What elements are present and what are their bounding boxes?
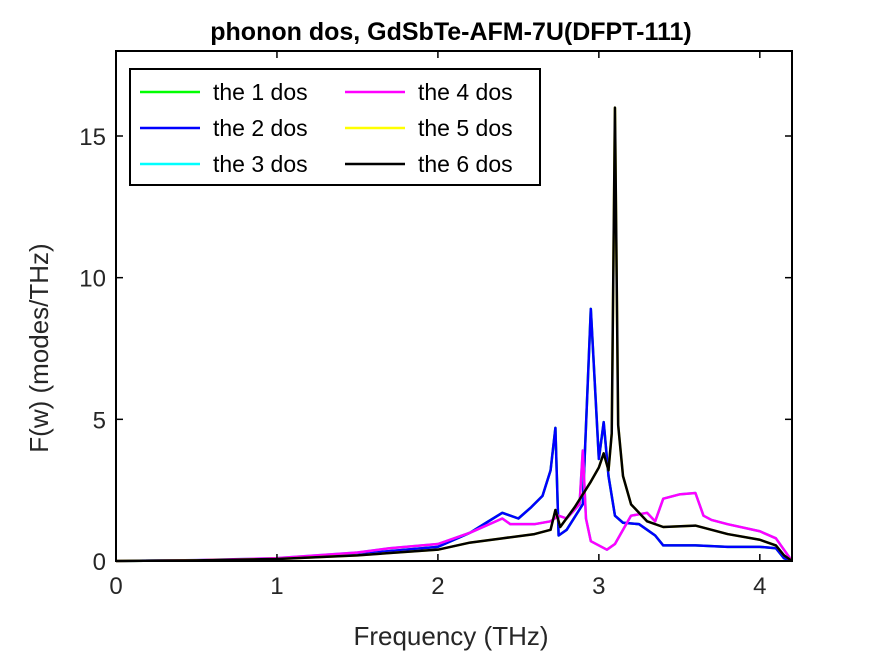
x-tick-label: 4 [753, 573, 766, 600]
legend-label-3: the 3 dos [213, 151, 308, 177]
legend-label-2: the 2 dos [213, 115, 308, 141]
legend-label-1: the 1 dos [213, 79, 308, 105]
chart-title: phonon dos, GdSbTe-AFM-7U(DFPT-111) [210, 18, 691, 46]
x-tick-label: 0 [109, 573, 122, 600]
x-tick-label: 3 [592, 573, 605, 600]
y-tick-label: 0 [93, 549, 106, 576]
axes-box [115, 50, 793, 562]
series-layer [115, 106, 794, 563]
series-line-4 [115, 449, 794, 563]
legend: the 1 dos the 2 dos the 3 dos the 4 dos the … [129, 68, 541, 186]
y-tick-label: 10 [79, 266, 106, 293]
y-axis-label: F(w) (modes/THz) [24, 243, 54, 452]
legend-label-5: the 5 dos [418, 115, 513, 141]
x-tick-label: 1 [270, 573, 283, 600]
y-tick-label: 5 [93, 407, 106, 434]
y-tick-label: 15 [79, 124, 106, 151]
x-axis-label: Frequency (THz) [353, 621, 548, 651]
x-tick-label: 2 [431, 573, 444, 600]
legend-label-4: the 4 dos [418, 79, 513, 105]
tick-layer: 0 1 2 3 4 0 5 10 15 [79, 51, 792, 600]
series-line-6 [115, 106, 793, 563]
legend-label-6: the 6 dos [418, 151, 513, 177]
